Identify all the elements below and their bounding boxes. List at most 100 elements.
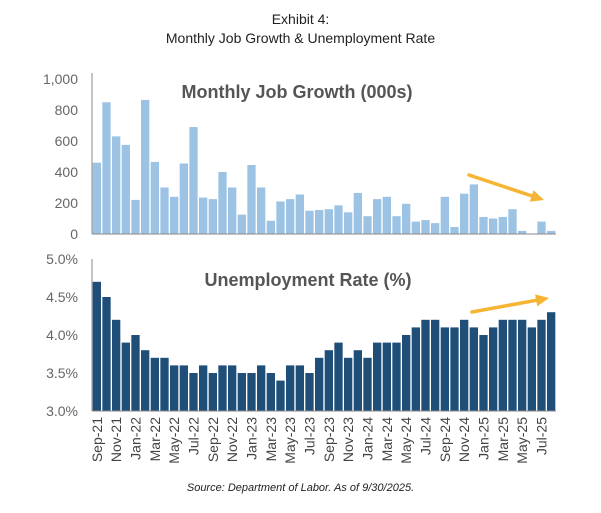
unemployment-bar (257, 365, 266, 411)
job-growth-bar (131, 199, 140, 234)
unemployment-y-tick: 4.0% (46, 327, 78, 343)
unemployment-bar (295, 365, 304, 411)
job-growth-bar (228, 187, 237, 234)
job-growth-bar (479, 216, 488, 234)
job-growth-trend-arrow-head (529, 190, 544, 202)
x-tick-label: Nov-23 (340, 417, 356, 462)
x-tick-label: Nov-21 (108, 417, 124, 462)
unemployment-bar (402, 335, 411, 411)
job-growth-bar (382, 196, 391, 234)
x-tick-label: Nov-22 (224, 417, 240, 462)
job-growth-bar (295, 194, 304, 234)
unemployment-bar (547, 312, 556, 411)
job-growth-y-tick: 1,000 (43, 71, 78, 87)
x-tick-label: Jan-23 (244, 417, 260, 460)
job-growth-y-tick: 800 (55, 102, 79, 118)
unemployment-bar (421, 319, 430, 411)
job-growth-bar (315, 209, 324, 234)
x-tick-label: Jan-24 (360, 417, 376, 460)
x-tick-label: Mar-23 (263, 417, 279, 462)
unemployment-bar (276, 380, 285, 411)
x-tick-label: Mar-25 (495, 417, 511, 462)
job-growth-bar (102, 102, 111, 234)
unemployment-bar (189, 373, 198, 411)
x-tick-label: Jan-25 (476, 417, 492, 460)
unemployment-bar (121, 342, 130, 411)
unemployment-bar (344, 357, 353, 411)
job-growth-bar (411, 221, 420, 234)
job-growth-bar (402, 203, 411, 234)
unemployment-bar (460, 319, 469, 411)
unemployment-bar (286, 365, 295, 411)
x-tick-label: Nov-24 (456, 417, 472, 462)
job-growth-bar (508, 209, 517, 234)
unemployment-bar (150, 357, 159, 411)
unemployment-trend-arrow-shaft (470, 298, 538, 314)
job-growth-bar (208, 199, 217, 235)
job-growth-trend-arrow-shaft (467, 173, 534, 198)
unemployment-bar (305, 373, 314, 411)
unemployment-bar (179, 365, 188, 411)
job-growth-title: Monthly Job Growth (000s) (181, 82, 412, 102)
job-growth-bar (160, 187, 169, 234)
job-growth-bar (518, 230, 527, 234)
job-growth-y-tick: 600 (55, 133, 79, 149)
x-tick-label: Jul-23 (302, 417, 318, 455)
unemployment-y-tick: 3.0% (46, 403, 78, 419)
unemployment-y-tick: 3.5% (46, 365, 78, 381)
unemployment-bar (392, 342, 401, 411)
job-growth-bar (324, 209, 333, 234)
unemployment-y-tick: 5.0% (46, 251, 78, 267)
unemployment-panel: Unemployment Rate (%) 3.0% 3.5% 4.0% 4.5% 5.… (46, 251, 556, 464)
unemployment-trend-arrow-head (535, 294, 549, 307)
unemployment-bar (373, 342, 382, 411)
job-growth-bar (344, 212, 353, 234)
x-tick-label: Jul-24 (418, 417, 434, 455)
job-growth-bar (353, 192, 362, 234)
unemployment-bar (353, 350, 362, 411)
unemployment-title: Unemployment Rate (%) (204, 270, 411, 290)
job-growth-bar (392, 216, 401, 234)
unemployment-bar (141, 350, 150, 411)
job-growth-bar (305, 210, 314, 234)
unemployment-bar (537, 319, 546, 411)
job-growth-bar (450, 227, 459, 234)
unemployment-bar (324, 350, 333, 411)
unemployment-bar (498, 319, 507, 411)
job-growth-bar (431, 223, 440, 234)
job-growth-bar (373, 199, 382, 235)
unemployment-bar (92, 281, 101, 411)
job-growth-bar (498, 216, 507, 234)
unemployment-bar (237, 373, 246, 411)
unemployment-bar (411, 327, 420, 411)
job-growth-bar (276, 201, 285, 234)
x-tick-label: May-23 (282, 417, 298, 464)
job-growth-bar (141, 99, 150, 235)
job-growth-bar (266, 220, 275, 234)
job-growth-bar (237, 214, 246, 235)
unemployment-bar (363, 357, 372, 411)
x-tick-label: Jul-22 (186, 417, 202, 455)
job-growth-bar (547, 230, 556, 234)
job-growth-bar (537, 221, 546, 234)
unemployment-bar (247, 373, 256, 411)
unemployment-bar (469, 327, 478, 411)
job-growth-bar (92, 162, 101, 234)
unemployment-bar (266, 373, 275, 411)
unemployment-bar (450, 327, 459, 411)
x-tick-label: Sep-22 (205, 417, 221, 462)
unemployment-bar (431, 319, 440, 411)
job-growth-y-tick: 400 (55, 164, 79, 180)
exhibit-title: Monthly Job Growth & Unemployment Rate (165, 30, 436, 46)
unemployment-bar (440, 327, 449, 411)
job-growth-y-tick: 0 (70, 226, 78, 242)
x-tick-label: May-25 (514, 417, 530, 464)
unemployment-bar (170, 365, 179, 411)
unemployment-bar (479, 335, 488, 411)
job-growth-bar (121, 144, 130, 235)
job-growth-bar (286, 199, 295, 235)
job-growth-bar (440, 196, 449, 234)
job-growth-bar (189, 127, 198, 234)
unemployment-bar (489, 327, 498, 411)
